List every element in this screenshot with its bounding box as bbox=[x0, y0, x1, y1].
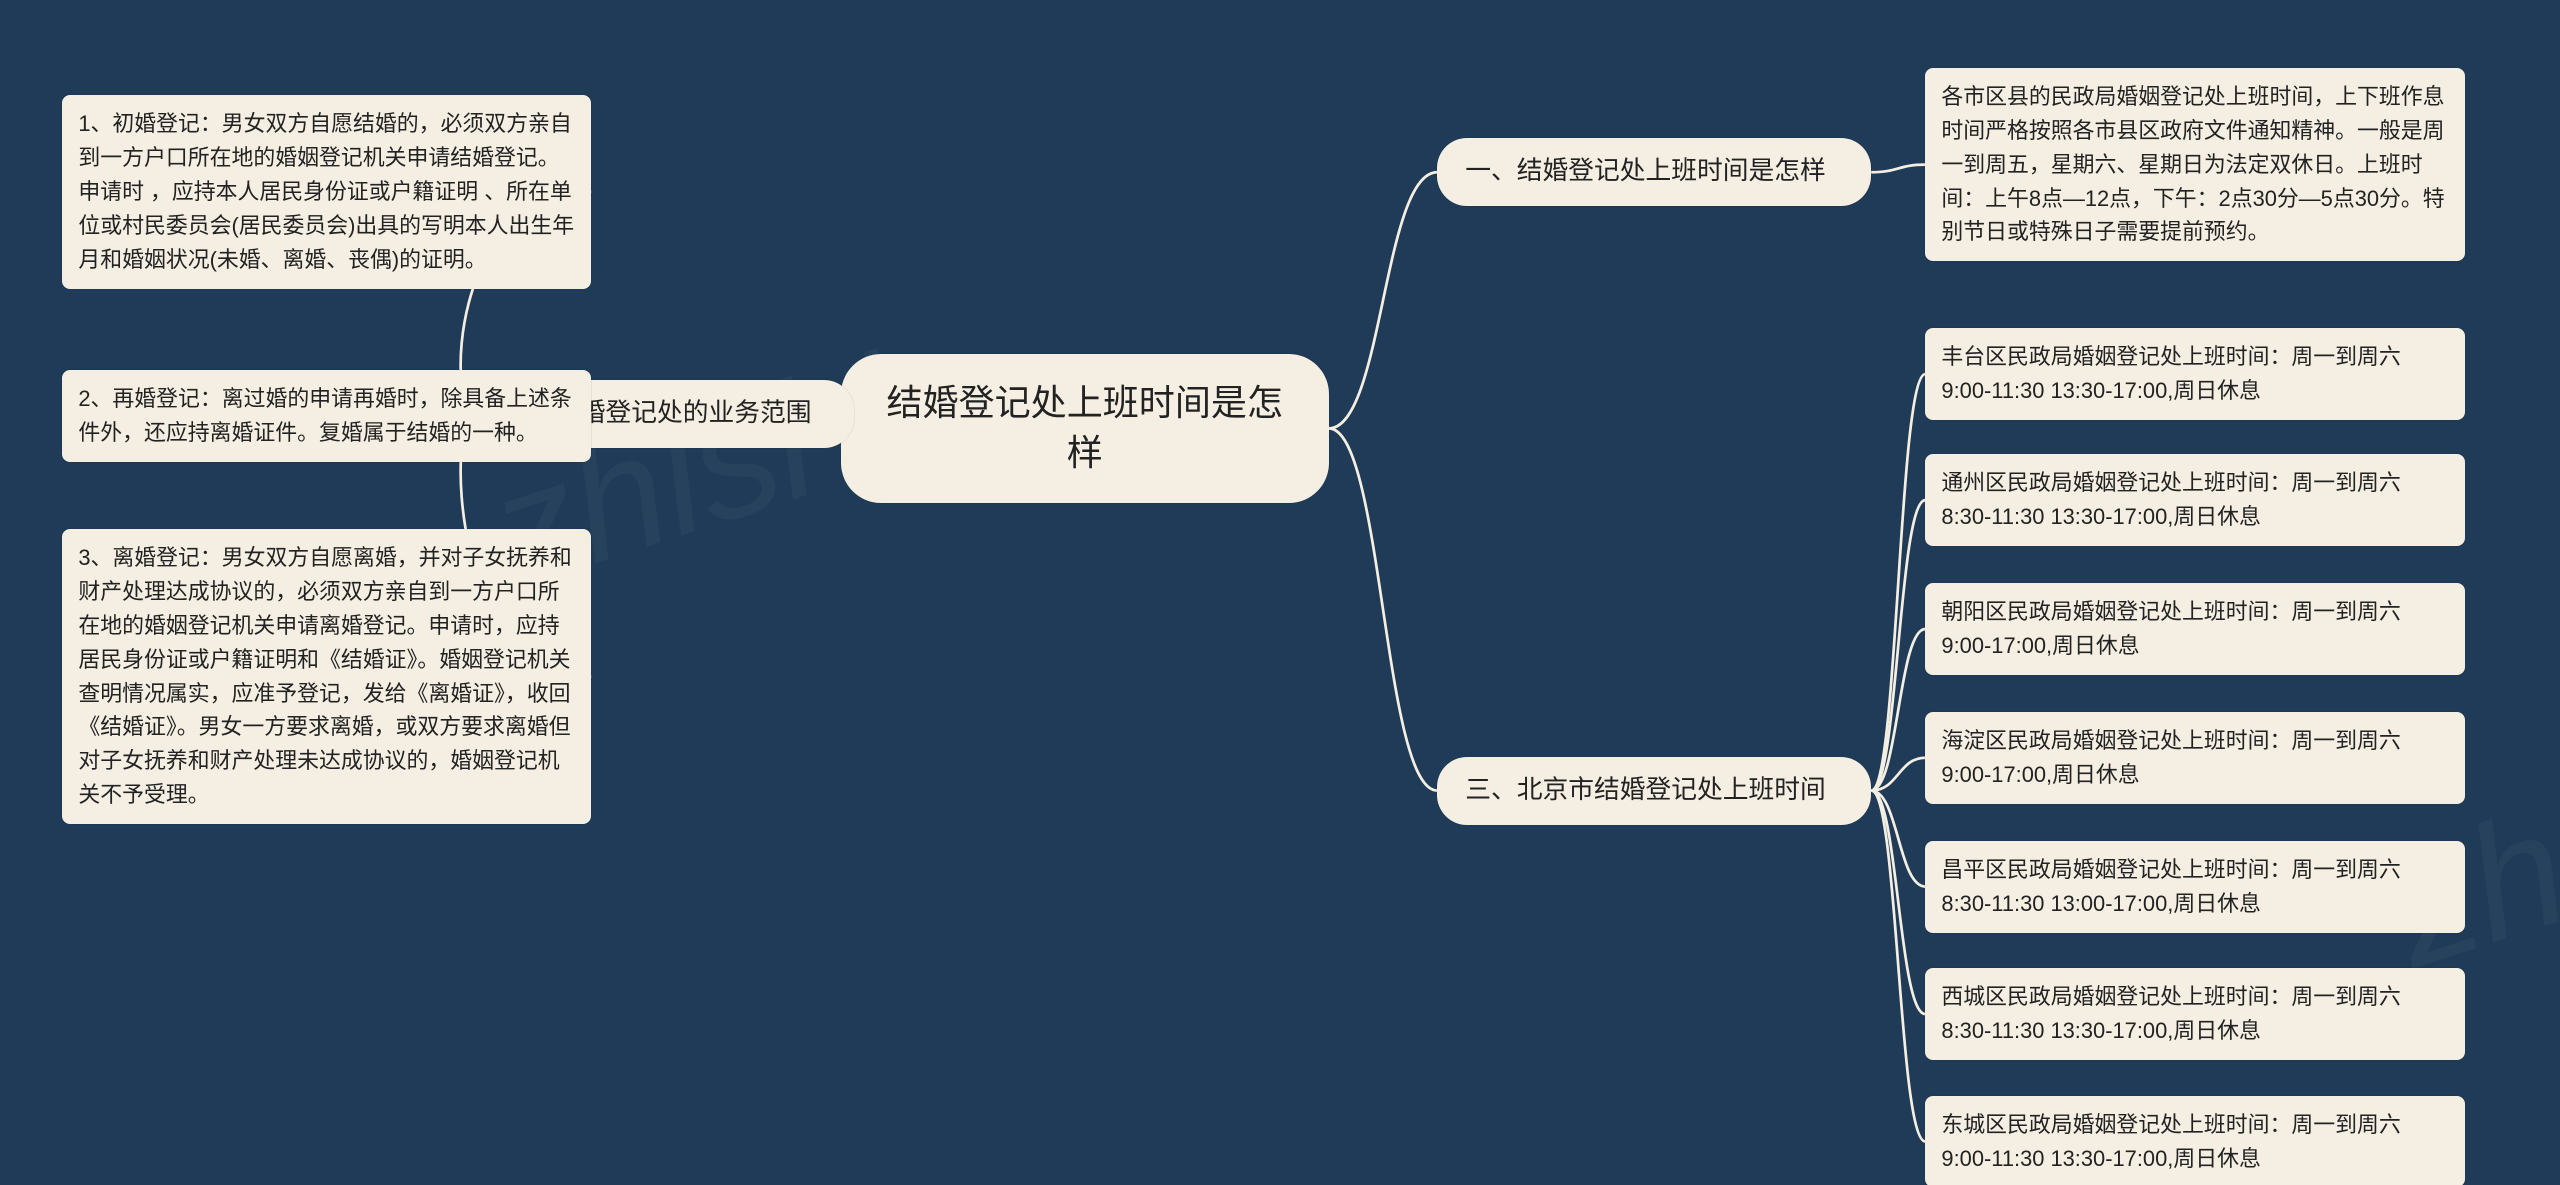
leaf-node-b2-2[interactable]: 2、再婚登记：离过婚的申请再婚时，除具备上述条件外，还应持离婚证件。复婚属于结婚… bbox=[62, 370, 591, 462]
branch-node-3[interactable]: 三、北京市结婚登记处上班时间 bbox=[1437, 757, 1871, 825]
center-node[interactable]: 结婚登记处上班时间是怎样 bbox=[841, 354, 1329, 503]
leaf-node-b3-3[interactable]: 朝阳区民政局婚姻登记处上班时间：周一到周六 9:00-17:00,周日休息 bbox=[1925, 583, 2465, 675]
leaf-node-b3-6[interactable]: 西城区民政局婚姻登记处上班时间：周一到周六 8:30-11:30 13:30-1… bbox=[1925, 968, 2465, 1060]
leaf-node-b1-1[interactable]: 各市区县的民政局婚姻登记处上班时间，上下班作息时间严格按照各市县区政府文件通知精… bbox=[1925, 68, 2465, 262]
leaf-node-b3-1[interactable]: 丰台区民政局婚姻登记处上班时间：周一到周六 9:00-11:30 13:30-1… bbox=[1925, 328, 2465, 420]
leaf-node-b3-2[interactable]: 通州区民政局婚姻登记处上班时间：周一到周六 8:30-11:30 13:30-1… bbox=[1925, 454, 2465, 546]
mindmap-canvas: zhishi zhishi 结婚登记处上班时间是怎样 一、结婚登记处上班时间是怎… bbox=[0, 0, 2560, 1185]
leaf-node-b2-1[interactable]: 1、初婚登记：男女双方自愿结婚的，必须双方亲自到一方户口所在地的婚姻登记机关申请… bbox=[62, 95, 591, 289]
branch-node-1[interactable]: 一、结婚登记处上班时间是怎样 bbox=[1437, 138, 1871, 206]
leaf-node-b3-7[interactable]: 东城区民政局婚姻登记处上班时间：周一到周六 9:00-11:30 13:30-1… bbox=[1925, 1096, 2465, 1185]
leaf-node-b3-4[interactable]: 海淀区民政局婚姻登记处上班时间：周一到周六 9:00-17:00,周日休息 bbox=[1925, 712, 2465, 804]
leaf-node-b3-5[interactable]: 昌平区民政局婚姻登记处上班时间：周一到周六 8:30-11:30 13:00-1… bbox=[1925, 841, 2465, 933]
leaf-node-b2-3[interactable]: 3、离婚登记：男女双方自愿离婚，并对子女抚养和财产处理达成协议的，必须双方亲自到… bbox=[62, 529, 591, 824]
